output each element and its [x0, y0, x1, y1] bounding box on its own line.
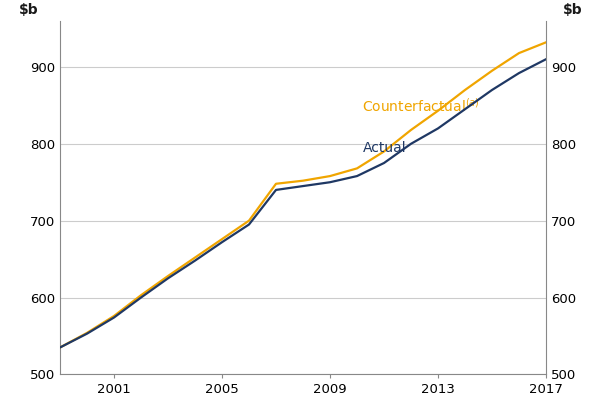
Text: Actual: Actual	[362, 141, 406, 155]
Text: Counterfactual$^{(a)}$: Counterfactual$^{(a)}$	[362, 97, 480, 114]
Text: $b: $b	[563, 3, 583, 17]
Text: $b: $b	[19, 3, 38, 17]
